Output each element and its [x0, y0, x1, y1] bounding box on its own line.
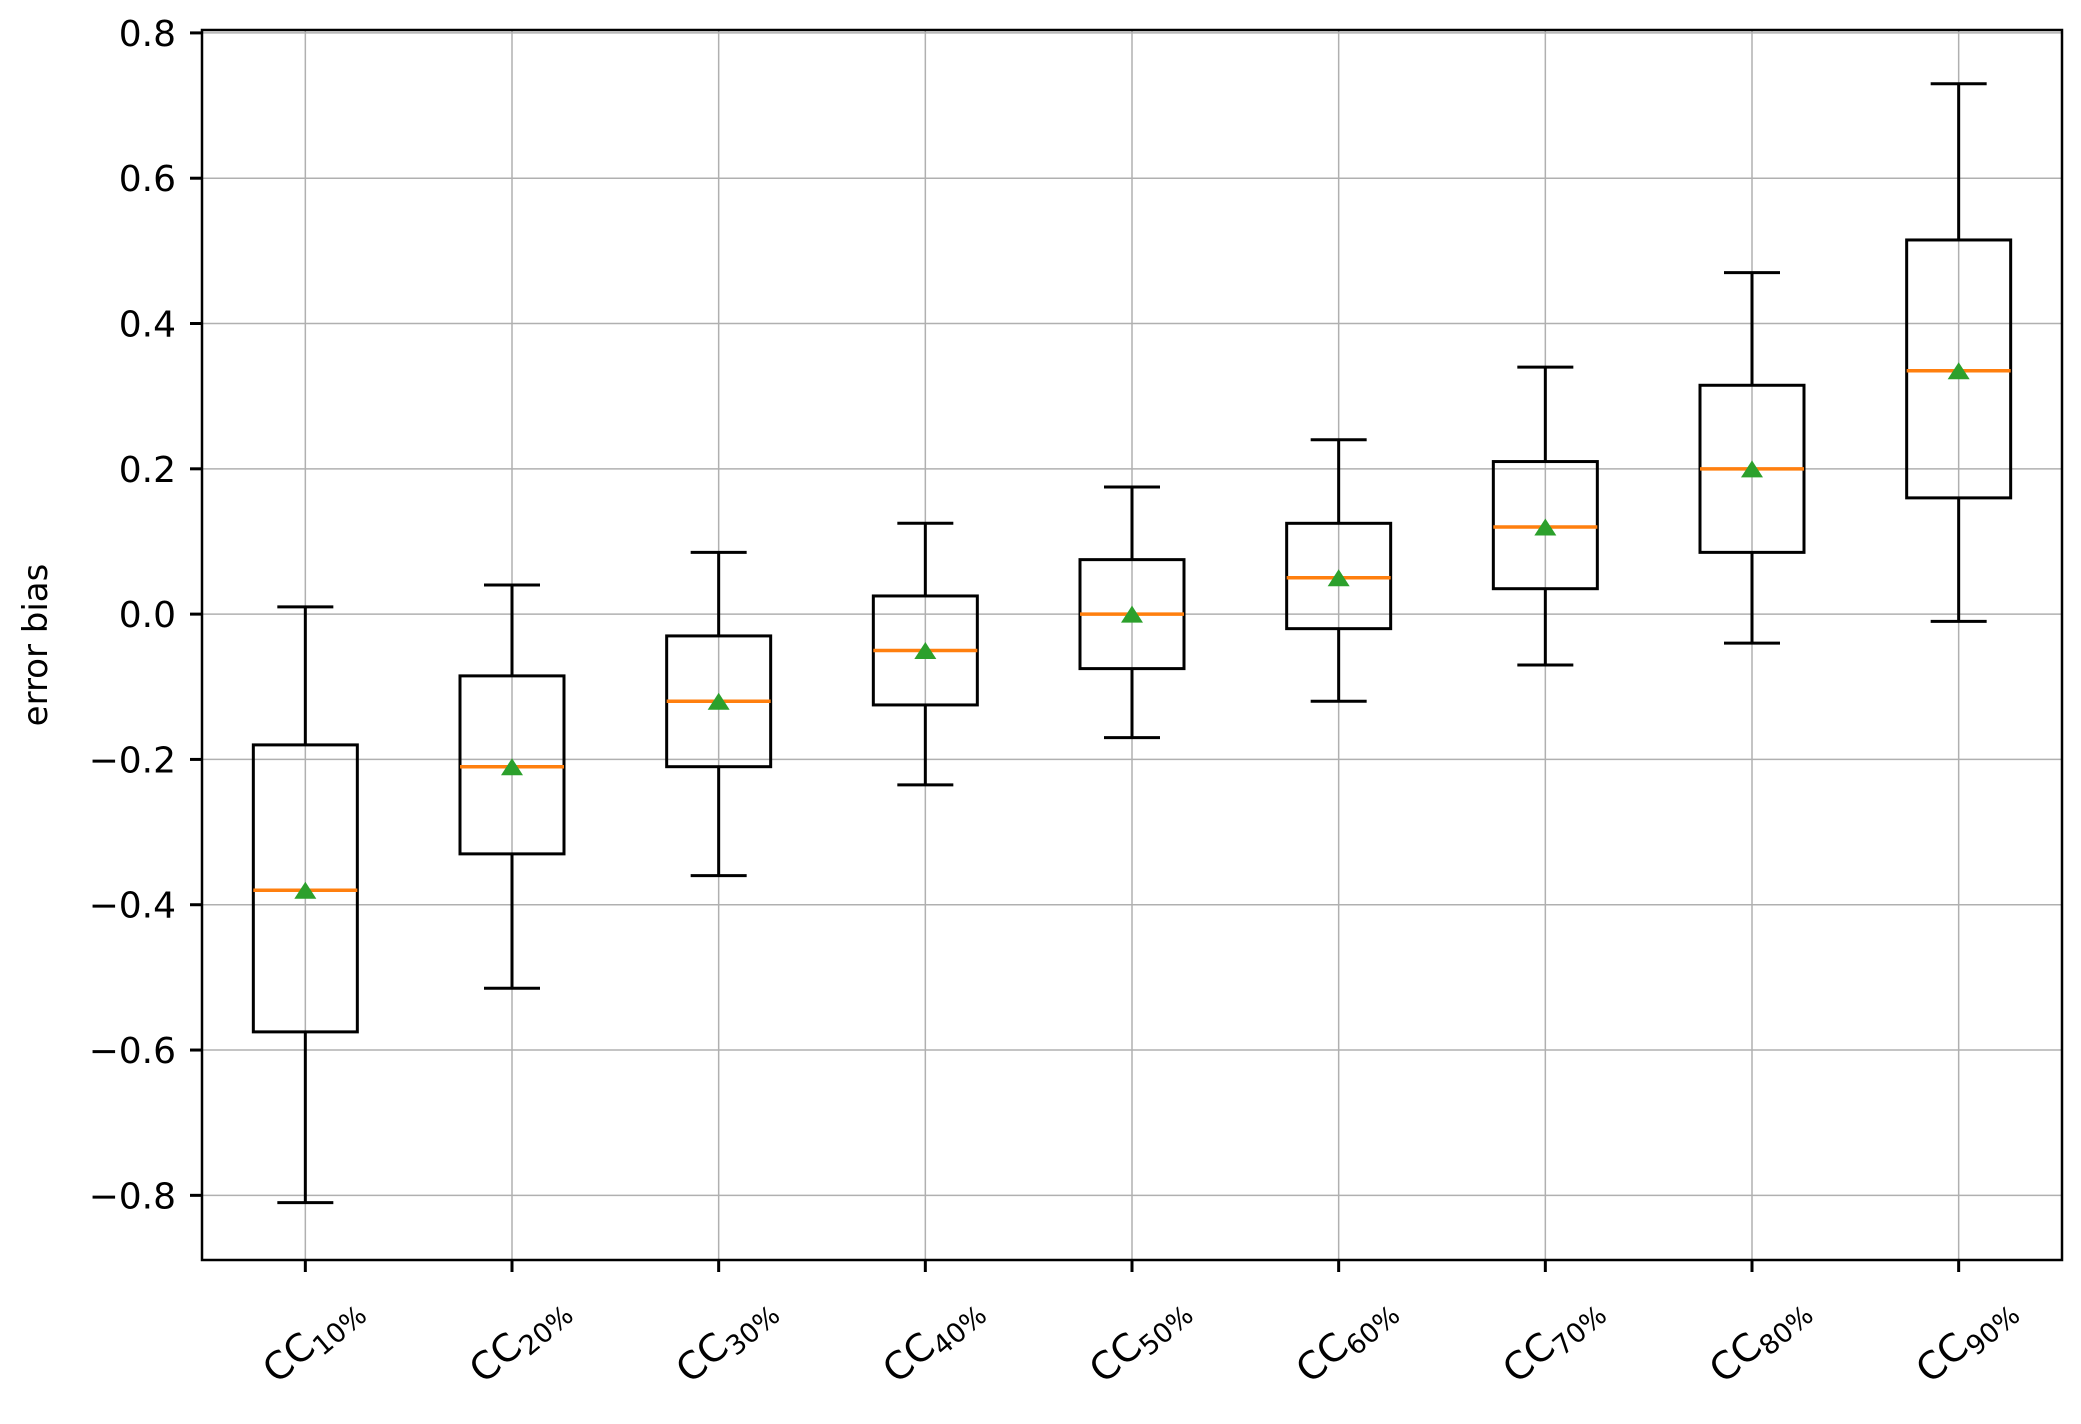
- x-tick-label: CC50%: [1081, 1285, 1200, 1396]
- y-tick-label: 0.8: [119, 14, 176, 55]
- y-tick-label: 0.6: [119, 159, 176, 200]
- mean-marker: [294, 881, 317, 899]
- x-tick-label: CC70%: [1494, 1285, 1613, 1396]
- iqr-box: [1285, 521, 1393, 631]
- x-tick-label: CC80%: [1701, 1285, 1820, 1396]
- x-tick-label: CC10%: [254, 1285, 373, 1396]
- iqr-box: [1905, 238, 2013, 500]
- mean-marker: [1534, 518, 1557, 536]
- x-tick-label: CC60%: [1288, 1285, 1407, 1396]
- y-tick-label: 0.0: [119, 595, 176, 636]
- mean-marker: [1741, 460, 1763, 478]
- y-tick-label: −0.2: [89, 740, 176, 781]
- x-tick-label: CC40%: [874, 1285, 993, 1396]
- y-tick-label: −0.6: [89, 1031, 176, 1072]
- iqr-box: [1491, 460, 1599, 591]
- mean-marker: [914, 641, 937, 659]
- x-tick-label: CC30%: [668, 1285, 787, 1396]
- mean-marker: [501, 758, 523, 776]
- y-tick-label: −0.4: [89, 886, 176, 927]
- y-tick-label: 0.2: [119, 450, 176, 491]
- x-tick-label: CC20%: [461, 1285, 580, 1396]
- mean-marker: [707, 692, 730, 710]
- mean-marker: [1327, 569, 1350, 587]
- iqr-box: [458, 674, 566, 856]
- iqr-box: [251, 743, 359, 1034]
- y-tick-label: 0.4: [119, 305, 176, 346]
- mean-marker: [1947, 362, 1970, 380]
- mean-marker: [1121, 605, 1143, 623]
- y-tick-label: −0.8: [89, 1176, 176, 1217]
- x-tick-label: CC90%: [1908, 1285, 2027, 1396]
